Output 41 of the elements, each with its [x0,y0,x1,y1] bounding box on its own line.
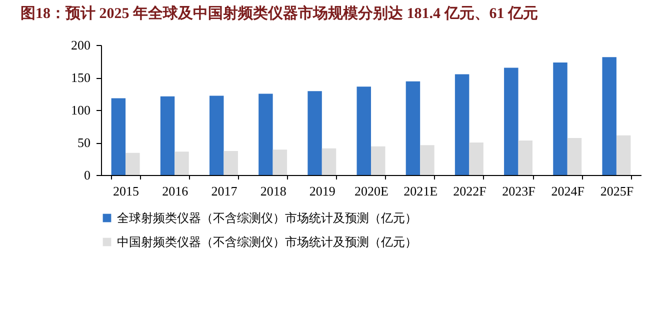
chart-title: 图18：预计 2025 年全球及中国射频类仪器市场规模分别达 181.4 亿元、61 亿元 [20,4,538,22]
x-tick-label: 2017 [211,184,238,198]
bar [469,142,484,175]
y-tick-label: 150 [71,70,90,85]
bar [322,148,336,175]
x-tick-label: 2019 [309,184,336,198]
bar [258,94,273,175]
bar [160,96,175,175]
bar [567,138,582,175]
bar [111,98,126,175]
bar [126,152,140,175]
x-tick-label: 2016 [162,184,189,198]
y-tick-label: 0 [84,168,90,182]
bar [518,140,533,175]
y-tick-label: 100 [71,102,90,118]
bar [553,62,568,175]
bar [602,57,616,175]
y-tick-label: 50 [78,135,90,150]
legend-label: 中国射频类仪器（不含综测仪）市场统计及预测（亿元） [117,235,417,249]
bar [616,135,631,175]
bar [174,152,189,175]
x-tick-label: 2020E [354,184,389,198]
bar [272,150,288,175]
x-tick-label: 2025F [600,184,634,198]
bar [504,68,518,175]
bar [356,86,371,175]
bar [406,81,420,175]
x-tick-label: 2021E [404,184,438,198]
y-tick-label: 200 [71,38,90,52]
x-tick-label: 2023F [502,184,536,198]
bar [454,74,470,175]
bar [420,145,434,175]
bar [371,146,386,175]
bar [209,96,224,175]
bar [308,91,322,175]
legend-label: 全球射频类仪器（不含综测仪）市场统计及预测（亿元） [117,211,417,225]
x-tick-label: 2015 [113,184,140,198]
x-tick-label: 2022F [453,184,486,198]
x-tick-label: 2018 [260,184,286,198]
bar [224,150,238,175]
x-tick-label: 2024F [551,184,584,198]
